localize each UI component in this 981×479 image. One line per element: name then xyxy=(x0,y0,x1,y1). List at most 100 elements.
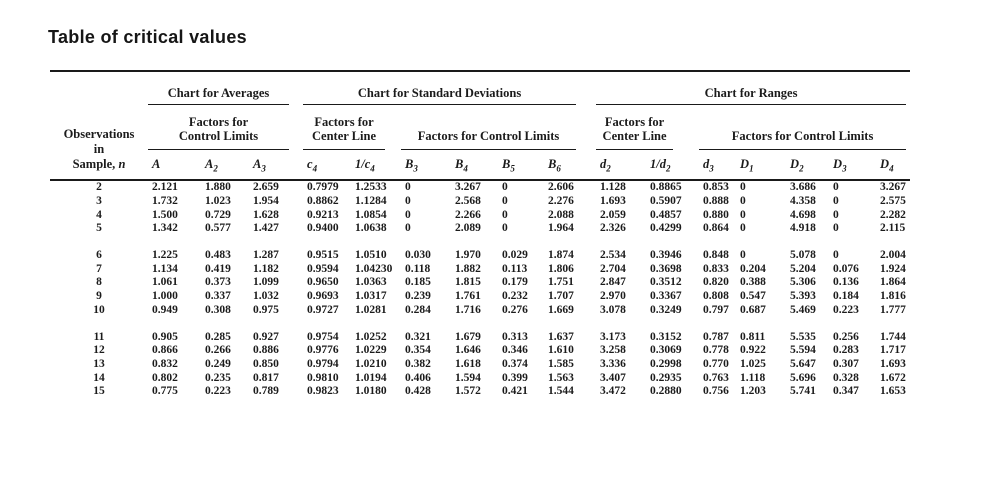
table-row: 6 1.225 0.483 1.287 0.9515 1.0510 0.030 1.970 0.… xyxy=(50,249,910,263)
table-header: Observations in Sample, n Chart for Aver… xyxy=(50,71,911,181)
value-cell: 0 xyxy=(405,181,411,194)
obs-line3-text: Sample, xyxy=(72,157,119,171)
symbol-base: c xyxy=(307,157,313,171)
value-cell: 1.693 xyxy=(600,195,626,208)
group-header-ranges-label: Chart for Ranges xyxy=(704,86,798,100)
table-row: 2 2.121 1.880 2.659 0.7979 1.2533 0 3.267 0 2.606… xyxy=(50,180,910,195)
obs-n-symbol: n xyxy=(118,157,126,171)
value-cell: 1.287 xyxy=(253,249,279,262)
value-cell: 0 xyxy=(833,181,839,194)
value-cell: 0.864 xyxy=(703,222,729,235)
value-cell: 0.9594 xyxy=(307,262,339,275)
value-cell: 0.4857 xyxy=(650,208,682,221)
group-spacer xyxy=(50,236,910,249)
value-cell: 0.428 xyxy=(405,385,431,398)
symbol-base: D xyxy=(833,157,843,171)
value-cell: 0.9810 xyxy=(307,371,339,384)
subheader-line: Factors for xyxy=(188,115,249,129)
value-cell: 1.032 xyxy=(253,290,279,303)
table-row: 4 1.500 0.729 1.628 0.9213 1.0854 0 2.266 0 2.088… xyxy=(50,208,910,222)
col-symbol-D4: D4 xyxy=(876,150,911,181)
value-cell: 0 xyxy=(405,208,411,221)
value-cell: 1.0510 xyxy=(355,249,387,262)
value-cell: 1.618 xyxy=(455,357,481,370)
value-cell: 0.3249 xyxy=(650,303,682,316)
value-cell: 0.346 xyxy=(502,344,528,357)
col-symbol-D2: D2 xyxy=(786,150,830,181)
symbol-sub: 3 xyxy=(709,163,714,174)
value-cell: 0 xyxy=(502,195,508,208)
value-cell: 0.113 xyxy=(502,262,528,275)
value-cell: 1.864 xyxy=(880,276,906,289)
value-cell: 2.606 xyxy=(548,181,574,194)
col-symbol-D3: D3 xyxy=(829,150,877,181)
value-cell: 0.3698 xyxy=(650,262,682,275)
value-cell: 1.924 xyxy=(880,262,906,275)
symbol-sub: 4 xyxy=(370,163,375,174)
value-cell: 2.659 xyxy=(253,181,279,194)
symbol-sub: 4 xyxy=(889,163,894,174)
value-cell: 3.173 xyxy=(600,330,626,343)
value-cell: 0.223 xyxy=(833,303,859,316)
value-cell: 0 xyxy=(740,195,746,208)
col-symbol-c4: c4 xyxy=(303,150,351,181)
symbol-sub: 2 xyxy=(666,163,671,174)
subheader-stddev-center-line: Factors for Center Line xyxy=(303,105,401,150)
obs-line1: Observations xyxy=(63,127,135,141)
value-cell: 5.204 xyxy=(790,262,816,275)
value-cell: 0.4299 xyxy=(650,222,682,235)
value-cell: 2.282 xyxy=(880,208,906,221)
value-cell: 1.000 xyxy=(152,290,178,303)
value-cell: 1.653 xyxy=(880,385,906,398)
value-cell: 0.975 xyxy=(253,303,279,316)
n-cell: 2 xyxy=(96,181,102,194)
value-cell: 2.847 xyxy=(600,276,626,289)
value-cell: 2.568 xyxy=(455,195,481,208)
symbol-base: d xyxy=(703,157,710,171)
value-cell: 1.628 xyxy=(253,208,279,221)
table-row: 9 1.000 0.337 1.032 0.9693 1.0317 0.239 1.761 0.… xyxy=(50,290,910,304)
value-cell: 1.427 xyxy=(253,222,279,235)
value-cell: 1.0194 xyxy=(355,371,387,384)
value-cell: 0.184 xyxy=(833,290,859,303)
value-cell: 3.267 xyxy=(880,181,906,194)
n-cell: 15 xyxy=(93,385,105,398)
value-cell: 5.469 xyxy=(790,303,816,316)
subheader-line: Factors for xyxy=(314,115,374,129)
value-cell: 1.0229 xyxy=(355,344,387,357)
table-row: 10 0.949 0.308 0.975 0.9727 1.0281 0.284 1.716 0… xyxy=(50,304,910,318)
symbol-base: A xyxy=(205,157,214,171)
value-cell: 0 xyxy=(740,222,746,235)
value-cell: 0.373 xyxy=(205,276,231,289)
value-cell: 1.563 xyxy=(548,371,574,384)
symbol-base: D xyxy=(880,157,890,171)
value-cell: 1.023 xyxy=(205,195,231,208)
value-cell: 0.256 xyxy=(833,330,859,343)
value-cell: 0 xyxy=(502,222,508,235)
value-cell: 1.744 xyxy=(880,330,906,343)
symbol-sub: 2 xyxy=(213,163,218,174)
value-cell: 0.204 xyxy=(740,262,766,275)
value-cell: 1.717 xyxy=(880,344,906,357)
value-cell: 0.307 xyxy=(833,357,859,370)
value-cell: 0.888 xyxy=(703,195,729,208)
obs-line2: in xyxy=(93,142,105,156)
value-cell: 0.347 xyxy=(833,385,859,398)
value-cell: 1.751 xyxy=(548,276,574,289)
symbol-sub: 5 xyxy=(510,163,515,174)
value-cell: 1.134 xyxy=(152,262,178,275)
table-body: 2 2.121 1.880 2.659 0.7979 1.2533 0 3.267 0 2.606… xyxy=(50,180,910,399)
value-cell: 0.850 xyxy=(253,357,279,370)
value-cell: 0.9515 xyxy=(307,249,339,262)
value-cell: 1.646 xyxy=(455,344,481,357)
value-cell: 0.775 xyxy=(152,385,178,398)
value-cell: 0.029 xyxy=(502,249,528,262)
subheader-averages-control-limits: Factors for Control Limits xyxy=(148,105,303,150)
value-cell: 0.421 xyxy=(502,385,528,398)
value-cell: 0.9776 xyxy=(307,344,339,357)
value-cell: 1.500 xyxy=(152,208,178,221)
value-cell: 5.393 xyxy=(790,290,816,303)
value-cell: 3.686 xyxy=(790,181,816,194)
value-cell: 3.336 xyxy=(600,357,626,370)
n-cell: 9 xyxy=(96,290,102,303)
